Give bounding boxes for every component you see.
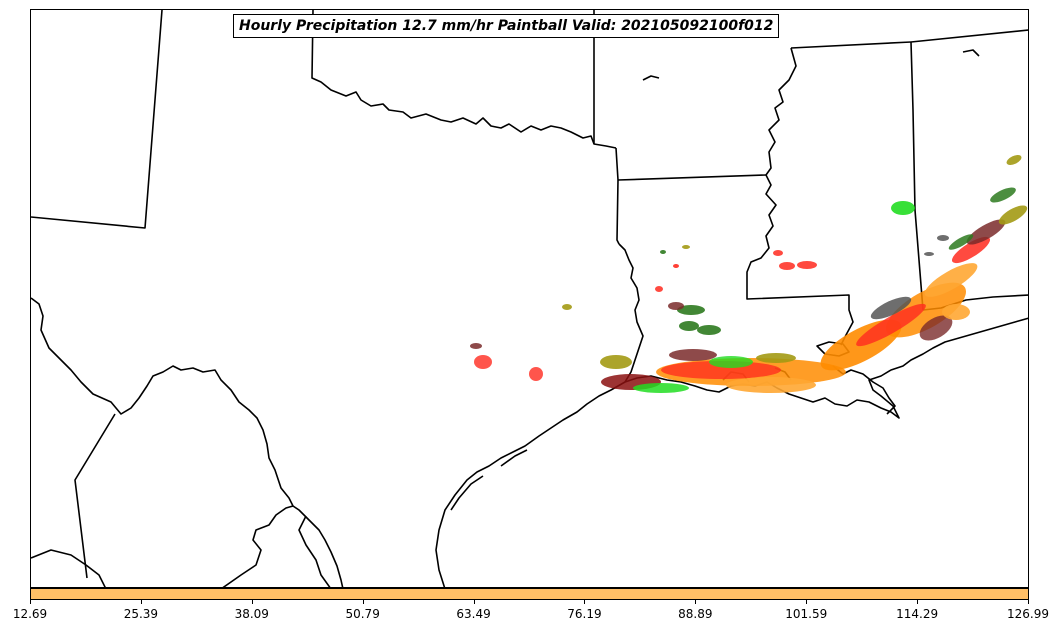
precip-cell-red-ar (673, 264, 679, 268)
colorbar-tick-label: 76.19 (567, 607, 602, 621)
map-title: Hourly Precipitation 12.7 mm/hr Paintbal… (233, 14, 780, 38)
precip-east-green-3 (891, 201, 915, 215)
precip-cell-olive-ar (682, 245, 690, 249)
precip-east-green (990, 187, 1016, 203)
precip-band-olive-w (600, 355, 632, 369)
colorbar-tick-label: 38.09 (234, 607, 269, 621)
precip-cell-red-la (655, 286, 663, 292)
tn-lake (642, 75, 660, 81)
colorbar-tick-label: 50.79 (345, 607, 380, 621)
precip-band-green-w (633, 383, 689, 393)
precip-east-lightorange (924, 263, 978, 297)
mexico-state-border-3 (222, 505, 294, 587)
colorbar-tick (140, 600, 142, 604)
mexico-state-border-2 (31, 549, 106, 587)
colorbar-tick-label: 25.39 (123, 607, 159, 621)
precip-east-maroon-2 (966, 219, 1006, 245)
colorbar-tick (251, 600, 253, 604)
rio-grande (31, 297, 344, 587)
mexico-state-border-4 (298, 515, 331, 587)
ms-al-border (910, 41, 924, 311)
precip-cell-red-ms-1 (779, 262, 795, 270)
colorbar-tick (917, 600, 919, 604)
la-tx-border (618, 243, 644, 383)
precip-cell-maroon-tx (470, 343, 482, 349)
precip-band-maroon-c (669, 349, 717, 361)
precip-cell-maroon-la (668, 302, 684, 310)
colorbar-tick-label: 101.59 (785, 607, 828, 621)
precip-east-red-1 (856, 303, 926, 347)
colorbar-tick (1028, 600, 1029, 604)
precip-band-green-c (709, 356, 753, 368)
state-borders (31, 10, 1028, 587)
colorbar-tick-label: 12.69 (12, 607, 48, 621)
colorbar-tick-label: 114.29 (896, 607, 939, 621)
precip-cell-olive-tx (562, 304, 572, 310)
mexico-state-border-1 (74, 413, 116, 579)
colorbar-tick (473, 600, 475, 604)
map-canvas (31, 10, 1028, 587)
precip-east-olive-2 (1006, 155, 1022, 165)
precip-east-red-2 (951, 236, 991, 264)
ga-lake (962, 49, 980, 57)
colorbar-tick (30, 600, 31, 604)
precip-band-olive-c (756, 353, 796, 363)
precip-cell-red-ms-3 (773, 250, 783, 256)
precip-east-gray (870, 296, 912, 320)
precip-east-olive (998, 205, 1028, 225)
precipitation-paintballs (470, 155, 1028, 393)
precip-east-green-2 (948, 234, 974, 250)
colorbar-tick (695, 600, 697, 604)
precip-cell-gray-ms (937, 235, 949, 241)
precip-cell-red-ms-2 (797, 261, 817, 269)
colorbar-tick-label: 63.49 (456, 607, 491, 621)
map-panel (30, 9, 1029, 588)
colorbar-tick-label: 126.99 (1007, 607, 1049, 621)
colorbar (30, 588, 1029, 600)
tx-barrier-islands (450, 449, 528, 511)
colorbar-tick-label: 88.89 (678, 607, 713, 621)
precip-band-lightorange (726, 377, 816, 393)
colorbar-tick (806, 600, 808, 604)
nm-co-border (31, 10, 163, 229)
al-ga-border (910, 29, 1028, 43)
ar-tn-border (790, 41, 912, 49)
ar-south-border (617, 174, 767, 181)
colorbar-tick (584, 600, 586, 604)
colorbar-tick (362, 600, 364, 604)
precip-cell-green-la-3 (677, 305, 705, 315)
precip-cell-green-ar (660, 250, 666, 254)
precip-cell-gray-ms-2 (924, 252, 934, 256)
precip-cell-red-tx-2 (529, 367, 543, 381)
ms-river-border (746, 47, 854, 346)
precip-east-maroon (919, 315, 953, 341)
ok-tx-border (311, 10, 617, 149)
precip-cell-green-la-1 (679, 321, 699, 331)
precip-band-red (661, 361, 781, 379)
ar-la-border (615, 147, 620, 245)
precip-cell-red-tx-1 (474, 355, 492, 369)
precip-cell-green-la-2 (697, 325, 721, 335)
precip-east-orange-3 (942, 304, 970, 320)
